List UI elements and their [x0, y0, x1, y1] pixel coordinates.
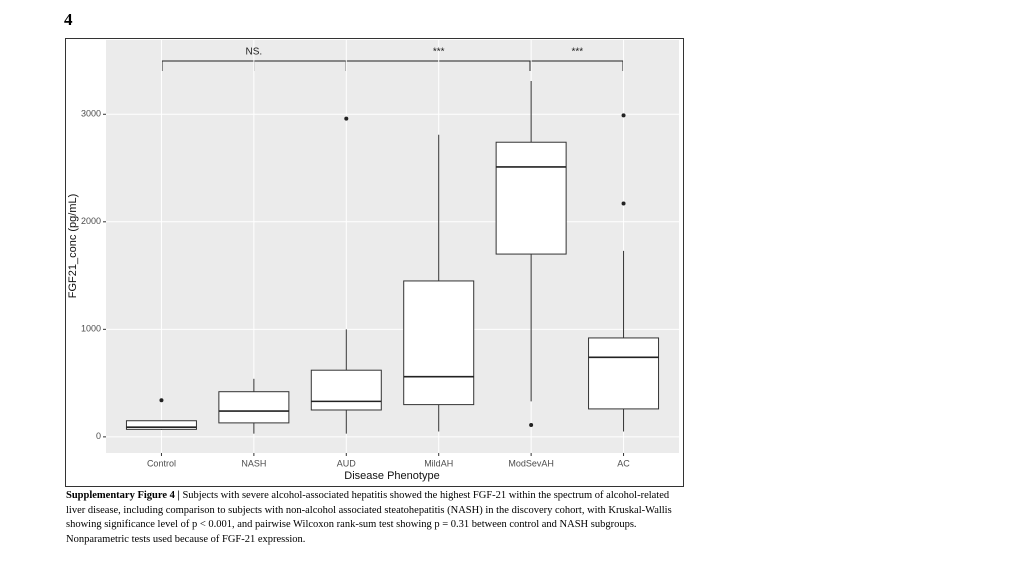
outlier — [621, 113, 626, 118]
y-tick-label: 1000 — [81, 324, 101, 334]
panel — [106, 40, 679, 453]
outlier — [344, 116, 349, 121]
box — [125, 420, 197, 430]
y-tick-label: 2000 — [81, 216, 101, 226]
box — [588, 337, 660, 410]
caption-text: Subjects with severe alcohol-associated … — [66, 490, 672, 545]
outlier — [621, 201, 626, 206]
x-axis-title: Disease Phenotype — [344, 470, 439, 482]
y-tick-label: 3000 — [81, 109, 101, 119]
x-tick-label: MildAH — [424, 458, 453, 468]
x-tick-label: AC — [617, 458, 630, 468]
significance-label: *** — [433, 47, 445, 58]
outlier — [529, 423, 534, 428]
significance-label: NS. — [246, 47, 263, 58]
box — [218, 391, 290, 424]
outlier — [159, 398, 164, 403]
x-tick-label: AUD — [337, 458, 357, 468]
page-number: 4 — [64, 10, 73, 29]
box — [495, 141, 567, 255]
caption: Supplementary Figure 4 | Subjects with s… — [66, 489, 688, 547]
x-tick-label: ModSevAH — [508, 458, 554, 468]
significance-label: *** — [571, 47, 583, 58]
box — [310, 369, 382, 411]
caption-label: Supplementary Figure 4 | — [66, 490, 180, 501]
box — [403, 280, 475, 406]
y-tick-label: 0 — [96, 431, 101, 441]
x-tick-label: Control — [147, 458, 176, 468]
y-axis-title: FGF21_conc (pg/mL) — [67, 194, 79, 299]
x-tick-label: NASH — [241, 458, 266, 468]
